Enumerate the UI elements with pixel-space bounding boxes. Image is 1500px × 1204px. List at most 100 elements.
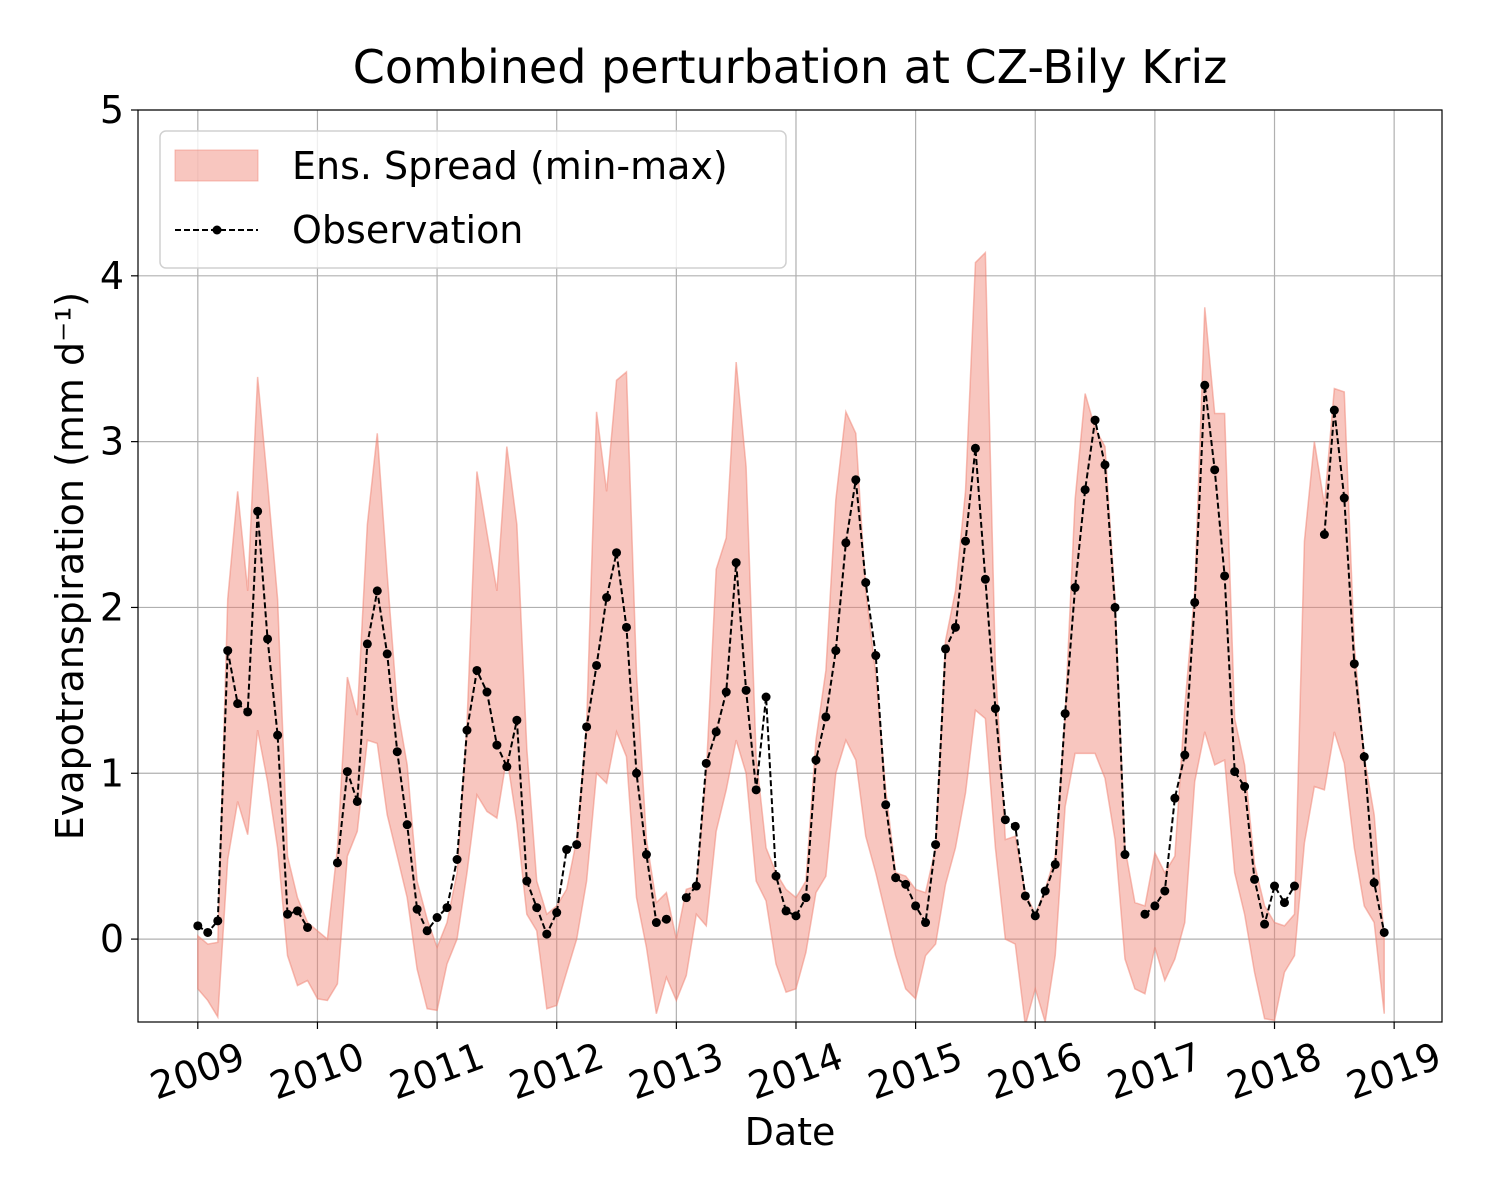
observation-point <box>1000 815 1010 825</box>
observation-point <box>1100 460 1110 470</box>
observation-point <box>1200 380 1210 390</box>
observation-point <box>761 692 771 702</box>
observation-point <box>861 578 871 588</box>
x-axis-label: Date <box>745 1110 836 1154</box>
observation-point <box>462 725 472 735</box>
observation-point <box>691 881 701 891</box>
spread-band <box>197 250 1385 1022</box>
observation-point <box>801 893 811 903</box>
x-tick-label: 2018 <box>1221 1034 1327 1108</box>
observation-point <box>412 904 422 914</box>
observation-point <box>1210 465 1220 475</box>
observation-point <box>292 906 302 916</box>
observation-point <box>612 548 622 558</box>
observation-point <box>741 685 751 695</box>
observation-point <box>1190 597 1200 607</box>
x-tick-label: 2010 <box>264 1034 370 1108</box>
observation-point <box>512 715 522 725</box>
observation-point <box>223 646 233 656</box>
observation-point <box>632 768 642 778</box>
observation-point <box>721 687 731 697</box>
observation-point <box>203 927 213 937</box>
observation-point <box>821 712 831 722</box>
observation-point <box>1150 901 1160 911</box>
y-tick-label: 3 <box>100 420 124 464</box>
observation-point <box>751 785 761 795</box>
observation-point <box>1270 881 1280 891</box>
observation-point <box>1120 850 1130 860</box>
observation-point <box>871 651 881 661</box>
observation-point <box>1010 821 1020 831</box>
observation-point <box>253 506 263 516</box>
observation-point <box>1070 583 1080 593</box>
observation-point <box>901 879 911 889</box>
x-tick-label: 2015 <box>862 1034 968 1108</box>
observation-point <box>283 909 293 919</box>
observation-point <box>1080 485 1090 495</box>
observation-point <box>641 850 651 860</box>
observation-point <box>621 622 631 632</box>
y-tick-label: 4 <box>100 254 124 298</box>
observation-point <box>213 916 223 926</box>
observation-point <box>950 622 960 632</box>
observation-point <box>1260 919 1270 929</box>
observation-point <box>1050 859 1060 869</box>
observation-point <box>263 634 273 644</box>
observation-point <box>1180 750 1190 760</box>
observation-point <box>941 644 951 654</box>
observation-point <box>881 800 891 810</box>
x-tick-label: 2014 <box>743 1034 849 1108</box>
observation-point <box>482 687 492 697</box>
observation-point <box>831 646 841 656</box>
plot <box>197 250 1386 1022</box>
observation-point <box>472 665 482 675</box>
observation-point <box>661 914 671 924</box>
observation-point <box>731 558 741 568</box>
observation-point <box>711 727 721 737</box>
x-tick-label: 2017 <box>1102 1034 1208 1108</box>
observation-point <box>352 796 362 806</box>
observation-point <box>562 845 572 855</box>
observation-point <box>980 574 990 584</box>
observation-point <box>1279 898 1289 908</box>
observation-point <box>243 707 253 717</box>
observation-point <box>701 758 711 768</box>
observation-point <box>432 913 442 923</box>
observation-point <box>382 649 392 659</box>
x-tick-label: 2012 <box>503 1034 609 1108</box>
y-tick-label: 5 <box>100 88 124 132</box>
observation-point <box>1289 881 1299 891</box>
y-axis-label: Evapotranspiration (mm d⁻¹) <box>48 292 92 840</box>
observation-line <box>197 385 1386 937</box>
observation-point <box>572 840 582 850</box>
x-tick-label: 2009 <box>145 1034 251 1108</box>
observation-point <box>442 903 452 913</box>
observation-point <box>1319 529 1329 539</box>
observation-point <box>970 443 980 453</box>
observation-point <box>781 906 791 916</box>
observation-point <box>1369 878 1379 888</box>
observation-point <box>1250 874 1260 884</box>
observation-point <box>502 762 512 772</box>
observation-point <box>1359 752 1369 762</box>
observation-point <box>990 704 1000 714</box>
observation-point <box>931 840 941 850</box>
observation-point <box>552 908 562 918</box>
legend-marker <box>212 225 222 235</box>
observation-point <box>372 586 382 596</box>
observation-point <box>303 922 313 932</box>
observation-point <box>1040 886 1050 896</box>
observation-point <box>492 740 502 750</box>
observation-point <box>1110 602 1120 612</box>
observation-point <box>193 921 203 931</box>
observation-point <box>342 767 352 777</box>
x-tick-label: 2013 <box>623 1034 729 1108</box>
observation-point <box>1230 767 1240 777</box>
observation-point <box>791 911 801 921</box>
y-tick-label: 2 <box>100 585 124 629</box>
observation-point <box>1060 709 1070 719</box>
observation-point <box>1379 927 1389 937</box>
observation-point <box>1020 891 1030 901</box>
observation-point <box>841 538 851 548</box>
observation-point <box>582 722 592 732</box>
